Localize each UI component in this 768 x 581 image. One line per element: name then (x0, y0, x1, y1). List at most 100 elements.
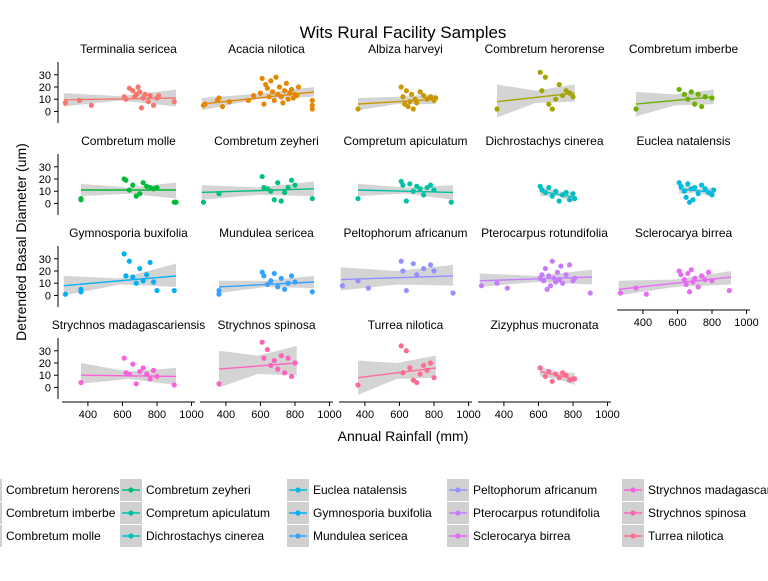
y-tick-label: 10 (39, 278, 51, 290)
confidence-band (497, 84, 575, 118)
data-point (147, 92, 153, 99)
trend-line (63, 275, 177, 287)
legend-label: Peltophorum africanum (473, 483, 597, 497)
legend-label: Compretum apiculatum (146, 506, 270, 520)
data-point (556, 81, 562, 88)
data-point (410, 188, 416, 194)
data-point (126, 187, 132, 193)
data-point (539, 272, 545, 278)
data-point (282, 370, 288, 376)
x-tick-label: 400 (634, 317, 652, 329)
data-point (268, 188, 274, 194)
facet-zizyphus-mucronata: Zizyphus mucronata 400 600 800 1000 (478, 318, 620, 421)
data-point (216, 381, 222, 387)
data-point (688, 89, 694, 95)
data-point (150, 102, 157, 108)
data-point (400, 182, 406, 188)
data-point (216, 287, 222, 294)
data-point (407, 181, 413, 187)
data-point (271, 197, 277, 203)
data-point (683, 194, 689, 200)
legend-item-strychnos-spinosa: Strychnos spinosa (622, 502, 746, 524)
facet-albiza-harveyi: Albiza harveyi (355, 42, 443, 112)
data-point (403, 348, 409, 354)
data-point (78, 195, 84, 202)
data-point (414, 272, 420, 278)
data-point (431, 375, 437, 381)
data-point (549, 106, 555, 112)
data-point (400, 94, 406, 100)
data-point (202, 101, 208, 107)
data-point (398, 258, 404, 264)
data-point (553, 96, 559, 102)
data-point (268, 362, 274, 369)
legend-key-point (295, 510, 301, 516)
data-point (572, 376, 578, 382)
legend-key-point (295, 533, 301, 539)
legend-label: Combretum zeyheri (146, 483, 251, 497)
data-point (137, 368, 143, 375)
data-point (431, 187, 437, 193)
data-point (154, 287, 160, 294)
data-point (355, 278, 361, 284)
x-tick-label: 600 (529, 409, 547, 421)
legend-item-combretum-molle: Combretum molle (0, 525, 101, 547)
data-point (542, 373, 548, 380)
legend-label: Gymnosporia buxifolia (313, 506, 432, 520)
facet-strychnos-spinosa: Strychnos spinosa 400 600 800 1000 (200, 318, 342, 421)
data-point (275, 366, 281, 372)
data-point (278, 353, 284, 359)
data-point (541, 278, 547, 284)
data-point (709, 278, 715, 284)
data-point (702, 94, 708, 100)
data-point (250, 92, 257, 99)
data-point (448, 199, 454, 205)
x-tick-label: 400 (217, 409, 235, 421)
legend-key-point (295, 487, 301, 493)
x-tick-label: 600 (113, 409, 131, 421)
legend-key-point (128, 533, 134, 539)
data-point (76, 97, 82, 104)
facet-euclea-natalensis: Euclea natalensis (636, 134, 731, 205)
data-point (556, 375, 562, 381)
facet-title: Combretum imberbe (629, 42, 739, 56)
legend-item-compretum-apiculatum: Compretum apiculatum (120, 502, 270, 524)
facet-dichrostachys-cinerea: Dichrostachys cinerea (485, 134, 604, 204)
data-point (417, 89, 423, 95)
data-point (427, 94, 434, 100)
legend-key (0, 479, 2, 501)
data-point (688, 267, 694, 273)
data-point (690, 197, 696, 203)
data-point (133, 280, 139, 286)
legend-item-combretum-imberbe: Combretum imberbe (0, 502, 116, 524)
legend-label: Dichrostachys cinerea (146, 529, 264, 543)
data-point (400, 268, 406, 274)
data-point (549, 378, 555, 384)
data-point (276, 84, 283, 90)
data-point (421, 92, 427, 99)
data-point (261, 273, 267, 279)
y-tick-label: 30 (39, 70, 51, 82)
data-point (130, 88, 136, 94)
data-point (504, 285, 510, 291)
legend-item-dichrostachys-cinerea: Dichrostachys cinerea (120, 525, 264, 547)
legend-label: Turrea nilotica (648, 529, 724, 543)
data-point (494, 106, 500, 112)
data-point (288, 86, 295, 93)
data-point (421, 362, 427, 369)
data-point (570, 94, 576, 100)
trend-line (357, 98, 436, 105)
data-point (407, 99, 413, 105)
data-point (405, 103, 411, 110)
y-tick-label: 10 (39, 186, 51, 198)
data-point (355, 195, 361, 202)
data-point (427, 360, 434, 366)
data-point (563, 189, 569, 196)
x-tick-label: 1000 (734, 317, 758, 329)
data-point (271, 97, 277, 104)
data-point (226, 99, 232, 105)
x-tick-label: 800 (286, 409, 304, 421)
data-point (417, 186, 423, 192)
